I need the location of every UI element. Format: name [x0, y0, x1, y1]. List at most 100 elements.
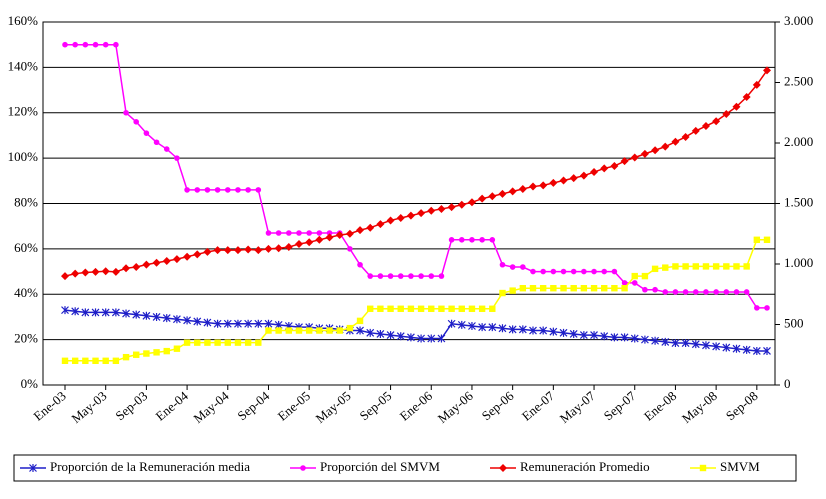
marker	[621, 280, 628, 286]
marker	[91, 267, 100, 276]
y-tick-label: 120%	[8, 104, 39, 119]
marker	[763, 236, 771, 243]
y2-tick-label: 2.500	[784, 73, 813, 88]
marker	[326, 327, 333, 334]
y2-tick-label: 1.000	[784, 255, 813, 270]
marker	[213, 246, 222, 255]
marker	[508, 187, 517, 196]
marker	[153, 139, 160, 146]
marker	[143, 350, 150, 357]
x-tick-label: Ene-07	[519, 388, 558, 424]
marker	[213, 319, 222, 328]
marker	[335, 230, 344, 239]
marker	[641, 272, 649, 280]
marker	[275, 230, 282, 236]
legend-label: Remuneración Promedio	[520, 459, 650, 474]
series-line	[65, 239, 767, 362]
marker	[315, 235, 324, 244]
marker	[712, 342, 721, 351]
marker	[692, 263, 699, 270]
marker	[254, 319, 263, 328]
marker	[733, 289, 740, 295]
marker	[356, 226, 365, 235]
marker	[255, 187, 262, 193]
marker	[447, 203, 456, 212]
marker	[763, 66, 771, 75]
marker	[92, 357, 99, 364]
marker	[29, 464, 37, 472]
marker	[478, 323, 487, 332]
marker	[366, 223, 375, 232]
legend-box	[13, 454, 797, 482]
marker	[499, 261, 506, 268]
marker	[754, 305, 760, 311]
series-line	[64, 309, 767, 352]
marker	[723, 263, 730, 270]
marker	[630, 334, 639, 343]
marker	[600, 164, 609, 173]
marker	[570, 268, 577, 275]
marker	[357, 261, 363, 268]
marker	[81, 308, 90, 317]
marker	[672, 263, 679, 270]
marker	[499, 289, 506, 297]
marker	[285, 327, 293, 334]
marker	[296, 230, 302, 236]
x-tick-label: Ene-03	[30, 388, 68, 424]
marker	[132, 310, 141, 319]
marker	[112, 357, 120, 364]
marker	[752, 346, 761, 355]
marker	[275, 327, 282, 334]
marker	[377, 273, 384, 279]
marker	[559, 328, 568, 337]
marker	[489, 305, 496, 312]
marker	[113, 41, 119, 48]
marker	[142, 311, 151, 320]
x-tick-label: Sep-07	[601, 388, 639, 423]
marker	[448, 305, 455, 312]
x-tick-label: May-04	[190, 388, 232, 426]
marker	[81, 268, 90, 277]
marker	[651, 336, 660, 345]
marker	[387, 273, 394, 279]
marker	[427, 206, 436, 215]
marker	[172, 315, 181, 324]
marker	[174, 155, 180, 161]
marker	[163, 347, 170, 355]
marker	[620, 333, 629, 342]
marker	[691, 340, 700, 349]
x-tick-label: Sep-05	[357, 388, 395, 423]
marker	[509, 264, 516, 270]
marker	[479, 237, 485, 243]
series-line	[65, 43, 767, 309]
marker	[325, 233, 334, 242]
marker	[71, 357, 79, 364]
marker	[469, 237, 475, 243]
marker	[732, 102, 741, 111]
marker	[122, 353, 130, 361]
marker	[590, 285, 598, 292]
marker	[701, 122, 710, 131]
marker	[223, 319, 232, 328]
marker	[498, 189, 507, 198]
marker	[61, 357, 69, 364]
marker	[640, 149, 649, 158]
marker	[651, 265, 659, 273]
marker	[326, 230, 333, 236]
marker	[143, 130, 150, 136]
marker	[223, 246, 232, 255]
marker	[539, 181, 548, 190]
marker	[672, 289, 679, 295]
marker	[438, 305, 445, 312]
marker	[458, 305, 465, 312]
marker	[264, 319, 273, 328]
marker	[518, 184, 527, 193]
x-tick-label: Sep-08	[723, 388, 761, 423]
marker	[550, 268, 557, 275]
legend-label: SMVM	[720, 459, 760, 474]
marker	[620, 157, 629, 166]
marker	[662, 289, 669, 295]
marker	[712, 117, 721, 126]
marker	[376, 220, 385, 229]
